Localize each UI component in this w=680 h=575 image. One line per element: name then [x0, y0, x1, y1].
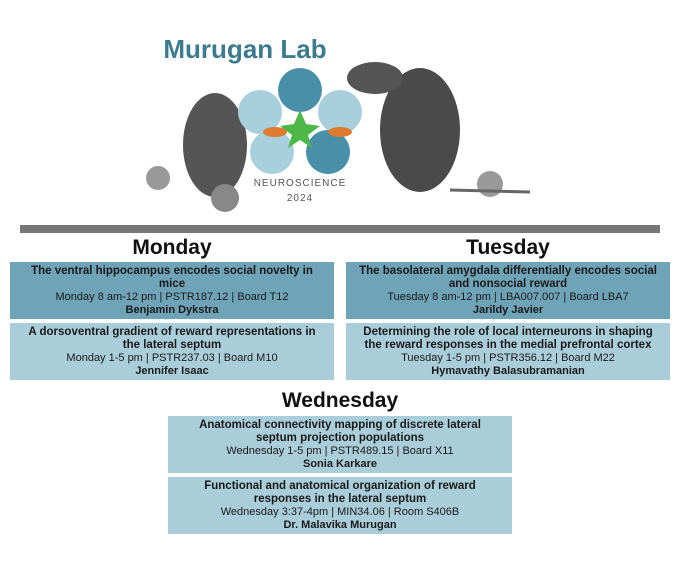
session-card: A dorsoventral gradient of reward repres… [10, 323, 334, 380]
ball [477, 171, 503, 197]
session-card: Functional and anatomical organization o… [168, 477, 512, 534]
session-time: Tuesday 1-5 pm | PSTR356.12 | Board M22 [401, 351, 615, 364]
logo-star [280, 110, 320, 148]
logo-accent [328, 127, 352, 137]
header-art: Murugan Lab NEUROSCIENCE 2024 [20, 34, 660, 233]
session-title: The basolateral amygdala differentially … [359, 264, 657, 290]
title: Murugan Lab [163, 34, 326, 64]
day-heading: Monday [132, 236, 212, 259]
session-title: The ventral hippocampus encodes social n… [31, 264, 313, 290]
divider [20, 225, 660, 233]
logo-circle [278, 68, 322, 112]
session-presenter: Sonia Karkare [303, 457, 377, 470]
logo-circle [238, 90, 282, 134]
day-heading: Tuesday [466, 236, 550, 259]
session-title: Anatomical connectivity mapping of discr… [199, 418, 481, 444]
logo-year: 2024 [287, 193, 313, 204]
logo-text: NEUROSCIENCE [254, 178, 347, 189]
rat-left [183, 93, 247, 197]
ball [146, 166, 170, 190]
logo-circle [250, 130, 294, 174]
session-card: The basolateral amygdala differentially … [346, 262, 670, 319]
session-time: Wednesday 1-5 pm | PSTR489.15 | Board X1… [226, 444, 454, 457]
ball [211, 184, 239, 212]
logo-accent [263, 127, 287, 137]
logo-circle [318, 90, 362, 134]
session-card: The ventral hippocampus encodes social n… [10, 262, 334, 319]
session-card: Determining the role of local interneuro… [346, 323, 670, 380]
day-heading: Wednesday [281, 389, 399, 412]
session-presenter: Dr. Malavika Murugan [283, 518, 397, 531]
session-title: Functional and anatomical organization o… [204, 479, 476, 505]
rat-right [380, 68, 460, 192]
session-time: Tuesday 8 am-12 pm | LBA007.007 | Board … [387, 290, 629, 303]
session-time: Monday 1-5 pm | PSTR237.03 | Board M10 [66, 351, 278, 364]
session-title: Determining the role of local interneuro… [363, 325, 653, 351]
session-presenter: Jennifer Isaac [135, 364, 209, 377]
session-title: A dorsoventral gradient of reward repres… [28, 325, 316, 351]
session-presenter: Jarildy Javier [472, 303, 544, 316]
logo-circle [306, 130, 350, 174]
session-time: Monday 8 am-12 pm | PSTR187.12 | Board T… [55, 290, 289, 303]
session-time: Wednesday 3:37-4pm | MIN34.06 | Room S40… [220, 505, 460, 518]
session-presenter: Hymavathy Balasubramanian [431, 364, 585, 377]
tail [449, 188, 531, 194]
session-card: Anatomical connectivity mapping of discr… [168, 416, 512, 473]
rat-head [347, 62, 403, 94]
session-presenter: Benjamin Dykstra [125, 303, 219, 316]
